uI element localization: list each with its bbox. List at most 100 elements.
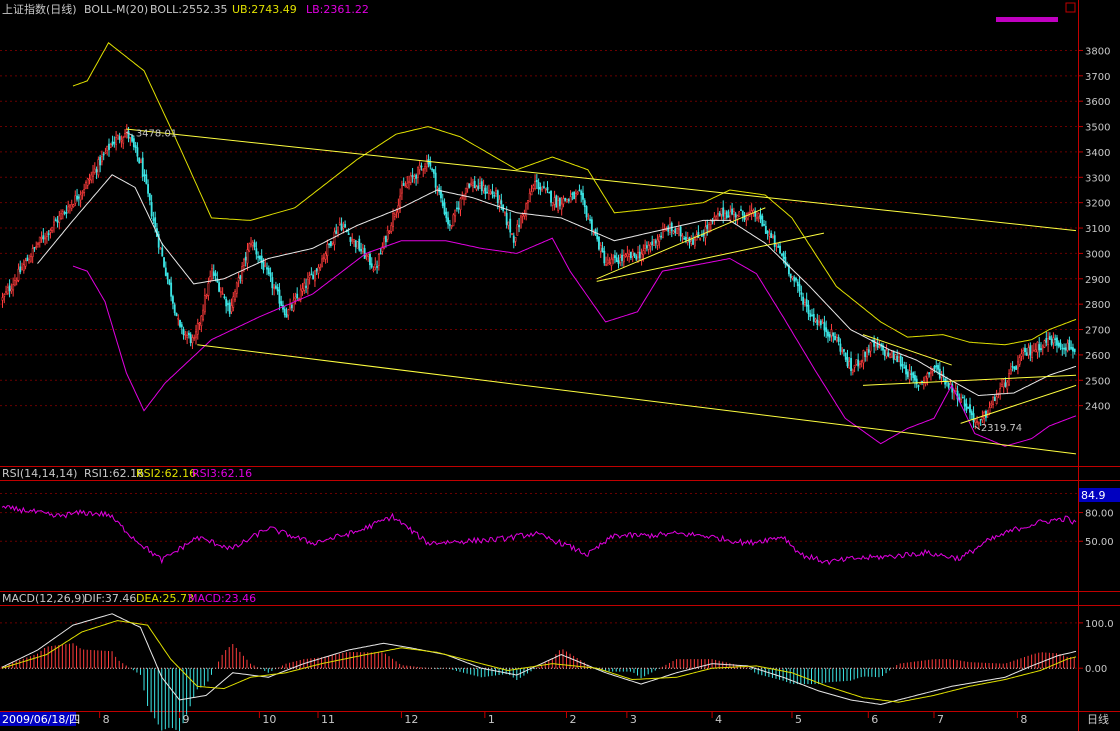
candle-body [399, 195, 402, 208]
candle-body [353, 239, 355, 242]
candle-body [630, 251, 632, 259]
candle-body [935, 365, 938, 368]
candle-body [560, 203, 563, 210]
candle-body [654, 240, 657, 244]
trend-line [197, 344, 1077, 455]
candle-body [940, 375, 943, 378]
candle-body [111, 141, 114, 145]
candle-body [930, 371, 932, 374]
candle-body [1041, 345, 1044, 349]
candle-body [411, 175, 414, 177]
ub-value: UB:2743.49 [232, 3, 297, 16]
candle-body [425, 160, 428, 168]
candle-body [296, 293, 299, 299]
candle-body [1009, 368, 1012, 375]
candle-body [491, 190, 494, 195]
candle-body [264, 264, 267, 268]
candle-body [922, 380, 925, 383]
candle-body [328, 243, 331, 246]
window-button[interactable] [1065, 2, 1076, 13]
candle-body [793, 277, 796, 282]
candle-body [280, 301, 283, 307]
candle-body [1008, 373, 1010, 386]
candle-body [207, 282, 210, 296]
rsi-current-value: 84.9 [1081, 489, 1106, 502]
price-header: 上证指数(日线) BOLL-M(20) BOLL:2552.35 UB:2743… [2, 2, 369, 16]
candle-body [901, 364, 904, 367]
candle-body [832, 332, 835, 337]
boll-indicator-label: BOLL-M(20) [84, 3, 148, 16]
candle-body [844, 352, 847, 360]
candle-body [995, 396, 998, 404]
candle-body [203, 295, 206, 313]
candle-body [1050, 338, 1053, 345]
candle-body [379, 252, 382, 255]
candle-body [227, 303, 229, 305]
candle-body [127, 131, 130, 139]
candle-body [99, 156, 102, 166]
price-tick-label: 2700 [1085, 326, 1110, 337]
macd-panel[interactable] [1, 613, 1077, 731]
candle-body [697, 232, 700, 238]
candle-body [292, 299, 295, 311]
candle-body [134, 145, 137, 148]
candle-body [314, 270, 316, 282]
macd-header: MACD(12,26,9) DIF:37.46 DEA:25.73 MACD:2… [2, 592, 256, 605]
month-label: 6 [871, 713, 878, 726]
candle-body [576, 191, 579, 195]
price-tick-label: 3200 [1085, 199, 1110, 210]
candle-body [537, 182, 540, 190]
boll-upper-band [72, 42, 1077, 346]
rsi-panel[interactable] [1, 505, 1077, 566]
candle-body [234, 291, 236, 301]
candle-body [598, 236, 600, 250]
candle-body [672, 230, 675, 234]
candle-body [850, 358, 852, 371]
month-label: 1 [488, 713, 495, 726]
candle-body [821, 321, 824, 324]
candle-body [882, 345, 884, 351]
candle-body [322, 257, 325, 260]
price-tick-label: 3400 [1085, 148, 1110, 159]
candle-body [235, 282, 238, 294]
price-tick-label: 3600 [1085, 97, 1110, 108]
candle-body [24, 260, 27, 267]
candle-body [569, 196, 572, 203]
candle-body [1061, 347, 1064, 350]
candle-body [637, 251, 639, 258]
candle-body [475, 186, 478, 190]
price-panel[interactable] [1, 42, 1077, 455]
candle-body [651, 241, 654, 245]
candle-body [122, 137, 125, 144]
candle-body [367, 254, 370, 257]
candle-body [740, 209, 742, 211]
candle-body [129, 137, 132, 139]
candle-body [393, 213, 396, 217]
candle-body [418, 164, 421, 170]
candle-body [963, 399, 966, 407]
candle-body [88, 178, 91, 181]
candle-body [360, 248, 363, 252]
period-label[interactable]: 日线 [1087, 712, 1109, 726]
candle-body [912, 372, 915, 378]
candle-body [143, 174, 146, 177]
candle-body [61, 211, 64, 215]
macd-value: MACD:23.46 [188, 592, 256, 605]
candle-body [305, 285, 307, 288]
candle-body [843, 349, 845, 352]
candle-body [653, 239, 655, 246]
candle-body [754, 210, 757, 217]
candle-body [867, 349, 870, 353]
candle-body [624, 254, 627, 257]
candle-body [1063, 347, 1065, 350]
candle-body [535, 179, 538, 183]
candle-body [432, 169, 435, 174]
candle-body [283, 308, 286, 316]
candle-body [409, 175, 412, 183]
candle-body [150, 202, 153, 217]
candle-body [56, 220, 59, 223]
candle-body [763, 224, 765, 226]
candle-body [65, 212, 68, 214]
candle-body [809, 313, 812, 317]
